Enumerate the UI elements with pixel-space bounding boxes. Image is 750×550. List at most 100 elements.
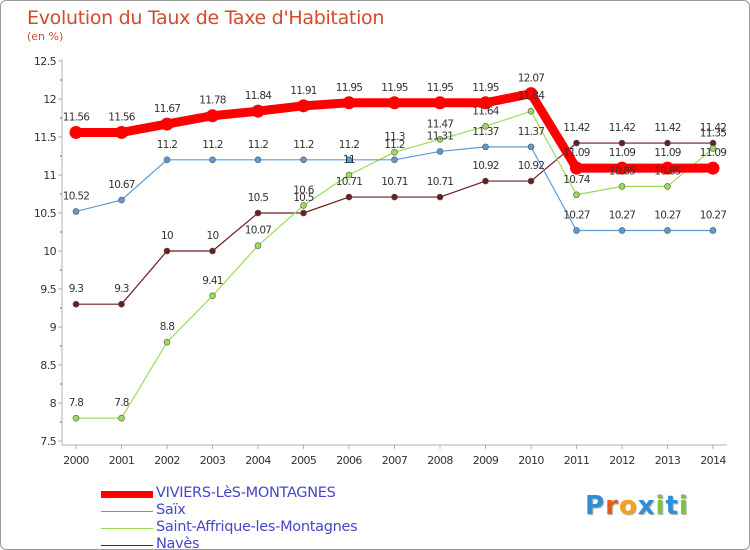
data-label-saix: 10.27: [563, 209, 590, 221]
x-tick-label: 2012: [609, 454, 635, 467]
x-tick-label: 2010: [518, 454, 544, 467]
line-chart: 7.5 8 8.5 9 9.5 10 10.5 11 11.5 12 12.5 2000 2001 200…: [34, 55, 727, 467]
data-point-saix: [436, 148, 444, 155]
x-tick-label: 2005: [291, 454, 317, 467]
logo-letter: r: [605, 491, 619, 521]
data-point-saint-affrique: [163, 338, 171, 346]
data-label-saint-affrique: 11.64: [472, 105, 500, 117]
axes: 7.5 8 8.5 9 9.5 10 10.5 11 11.5 12 12.5 2000 2001 200…: [34, 55, 727, 467]
data-label-saint-affrique: 11.35: [700, 127, 727, 139]
data-point-saint-affrique: [664, 183, 671, 190]
data-label-viviers: 11.09: [563, 147, 590, 159]
data-labels-layer: 11.56 11.56 11.67 11.78 11.84 11.91 11.95 11.95…: [63, 73, 727, 410]
data-label-saix: 10.27: [609, 209, 636, 221]
data-point-naves: [527, 177, 535, 185]
x-tick-label: 2006: [336, 454, 362, 467]
x-tick-label: 2007: [382, 454, 408, 467]
data-point-viviers: [615, 161, 629, 175]
logo-letter: t: [665, 491, 679, 521]
legend-swatch-viviers: [101, 491, 153, 498]
data-label-saint-affrique: 7.8: [114, 397, 129, 409]
data-point-saint-affrique: [72, 414, 80, 422]
x-tick-label: 2013: [655, 454, 681, 467]
x-tick-label: 2000: [63, 454, 89, 467]
data-point-naves: [209, 247, 216, 255]
data-point-naves: [254, 209, 262, 217]
data-point-saint-affrique: [254, 242, 262, 249]
data-label-saint-affrique: 11.3: [384, 131, 405, 143]
data-label-viviers: 11.95: [381, 82, 408, 94]
data-label-saix: 11.2: [293, 139, 314, 151]
data-label-saix: 11.2: [202, 139, 223, 151]
data-label-naves: 10: [207, 230, 219, 242]
data-label-naves: 11.42: [563, 122, 590, 134]
data-label-saix: 11.2: [157, 139, 178, 151]
data-point-saint-affrique: [391, 148, 398, 156]
y-tick-label: 7.5: [40, 435, 56, 448]
x-tick-label: 2003: [200, 454, 226, 467]
data-point-saix: [573, 227, 580, 234]
data-label-saint-affrique: 7.8: [69, 397, 84, 409]
data-label-viviers: 11.56: [108, 111, 136, 123]
data-label-naves: 10.71: [381, 176, 408, 188]
x-tick-label: 2002: [154, 454, 180, 467]
data-point-viviers: [115, 125, 128, 139]
series-layer: [69, 87, 720, 422]
data-point-saix: [118, 196, 125, 204]
data-label-naves: 9.3: [114, 283, 129, 295]
data-point-naves: [436, 193, 444, 201]
legend-swatch-saint-affrique: [101, 528, 153, 529]
data-label-naves: 10.92: [472, 160, 499, 172]
data-point-viviers: [524, 87, 538, 101]
logo-letter: i: [678, 491, 689, 521]
y-tick-label: 11: [43, 169, 56, 182]
data-point-naves: [573, 139, 580, 147]
data-point-viviers: [706, 161, 720, 175]
data-point-saix: [391, 156, 398, 164]
data-point-saix: [618, 227, 626, 234]
legend-label-saint-affrique: Saint-Affrique-les-Montagnes: [156, 519, 358, 535]
data-point-naves: [163, 247, 171, 255]
proxiti-logo: Proxiti: [585, 491, 689, 521]
data-point-viviers: [570, 161, 583, 175]
data-point-saint-affrique: [118, 414, 125, 422]
data-label-viviers: 11.09: [654, 147, 681, 159]
legend-swatch-saix: [101, 511, 153, 512]
data-label-saix: 11.37: [472, 126, 499, 138]
data-point-saint-affrique: [209, 292, 216, 300]
data-label-naves: 10.5: [293, 192, 314, 204]
data-point-saix: [482, 143, 489, 151]
y-tick-label: 11.5: [34, 131, 57, 144]
legend-label-saix: Saïx: [156, 502, 186, 518]
data-point-viviers: [342, 96, 356, 110]
data-point-saint-affrique: [618, 183, 626, 190]
y-tick-label: 10.5: [34, 207, 57, 220]
data-label-naves: 11.42: [700, 122, 727, 134]
data-label-viviers: 11.91: [290, 85, 317, 97]
data-point-saint-affrique: [573, 191, 580, 199]
data-label-saix: 10.27: [700, 209, 727, 221]
data-point-saix: [664, 227, 671, 234]
logo-letter: P: [585, 491, 606, 521]
data-point-viviers: [297, 99, 310, 113]
data-label-saint-affrique: 11: [343, 154, 355, 166]
x-tick-label: 2014: [700, 454, 726, 467]
data-point-viviers: [479, 96, 492, 110]
y-tick-label: 8: [50, 397, 57, 410]
data-point-saint-affrique: [436, 135, 444, 143]
data-point-saint-affrique: [482, 123, 489, 130]
y-tick-label: 9: [50, 321, 57, 334]
data-point-viviers: [206, 109, 219, 123]
data-label-viviers: 12.07: [518, 73, 545, 85]
legend-label-viviers: VIVIERS-LèS-MONTAGNES: [156, 485, 336, 501]
x-tick-label: 2008: [427, 454, 453, 467]
data-point-saix: [345, 156, 353, 164]
data-label-saint-affrique: 10.07: [245, 225, 272, 237]
x-tick-label: 2004: [245, 454, 271, 467]
data-point-naves: [118, 300, 125, 308]
data-label-naves: 10.5: [248, 192, 269, 204]
data-label-saix: 11.2: [339, 139, 360, 151]
chart-title: Evolution du Taux de Taxe d'Habitation: [27, 7, 385, 29]
data-label-viviers: 11.09: [700, 147, 727, 159]
data-label-saint-affrique: 9.41: [202, 275, 223, 287]
